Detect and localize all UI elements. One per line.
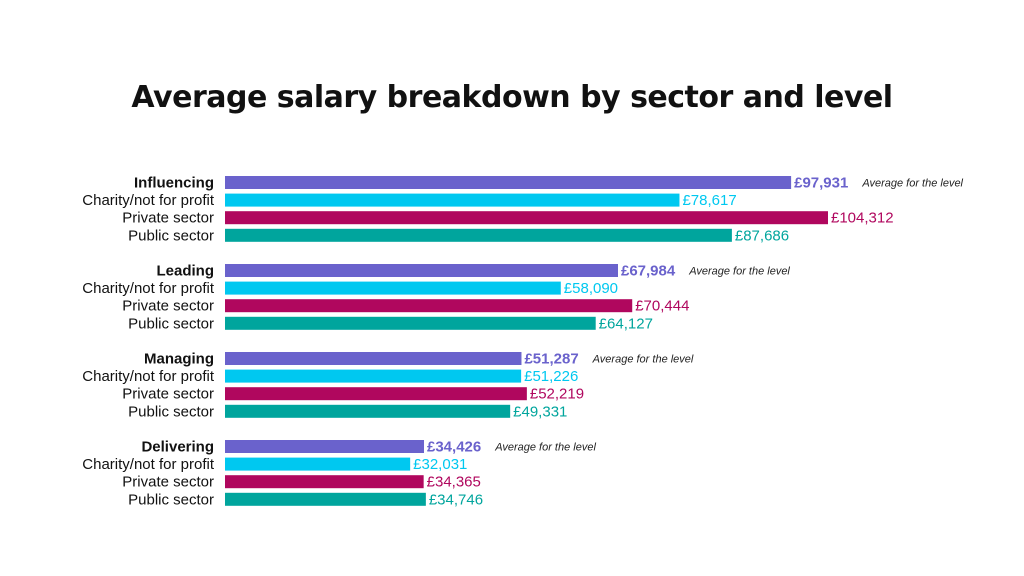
value-label: £34,426 [427, 439, 481, 456]
sector-label: Private sector [122, 210, 214, 227]
bar-public [225, 404, 511, 418]
bar-average [225, 176, 792, 189]
sector-label: Public sector [128, 227, 214, 244]
sector-label: Charity/not for profit [82, 456, 215, 473]
sector-label: Private sector [122, 386, 214, 403]
value-label: £64,127 [599, 315, 653, 332]
bar-charity [225, 369, 522, 383]
bar-average [225, 352, 522, 365]
sector-label: Private sector [122, 298, 214, 315]
bar-charity [225, 457, 411, 471]
value-label: £70,444 [635, 298, 689, 315]
bar-public [225, 228, 732, 242]
bar-average [225, 264, 618, 277]
bar-charity [225, 193, 680, 207]
average-note-label: Average for the level [688, 266, 790, 278]
bar-private [225, 211, 828, 225]
sector-label: Charity/not for profit [82, 192, 215, 209]
value-label: £34,365 [427, 474, 481, 491]
value-label: £32,031 [413, 456, 467, 473]
sector-label: Charity/not for profit [82, 280, 215, 297]
value-label: £97,931 [794, 175, 848, 192]
bar-public [225, 492, 426, 506]
value-label: £34,746 [429, 491, 483, 508]
bar-private [225, 387, 527, 401]
level-label: Leading [156, 263, 214, 280]
bar-private [225, 475, 424, 489]
bar-private [225, 299, 633, 313]
level-label: Influencing [134, 175, 214, 192]
value-label: £78,617 [682, 192, 736, 209]
sector-label: Public sector [128, 315, 214, 332]
sector-label: Charity/not for profit [82, 368, 215, 385]
value-label: £52,219 [530, 386, 584, 403]
average-note-label: Average for the level [592, 354, 694, 366]
average-note-label: Average for the level [861, 178, 963, 190]
value-label: £104,312 [831, 210, 894, 227]
value-label: £49,331 [513, 403, 567, 420]
bar-charity [225, 281, 561, 295]
value-label: £67,984 [621, 263, 676, 280]
sector-label: Public sector [128, 491, 214, 508]
level-label: Delivering [141, 439, 214, 456]
level-label: Managing [144, 351, 214, 368]
chart-title: Average salary breakdown by sector and l… [131, 80, 893, 115]
value-label: £58,090 [564, 280, 618, 297]
value-label: £51,287 [524, 351, 578, 368]
bar-average [225, 440, 425, 453]
bar-public [225, 316, 596, 330]
value-label: £87,686 [735, 227, 789, 244]
value-label: £51,226 [524, 368, 578, 385]
sector-label: Public sector [128, 403, 214, 420]
average-note-label: Average for the level [494, 442, 596, 454]
sector-label: Private sector [122, 474, 214, 491]
